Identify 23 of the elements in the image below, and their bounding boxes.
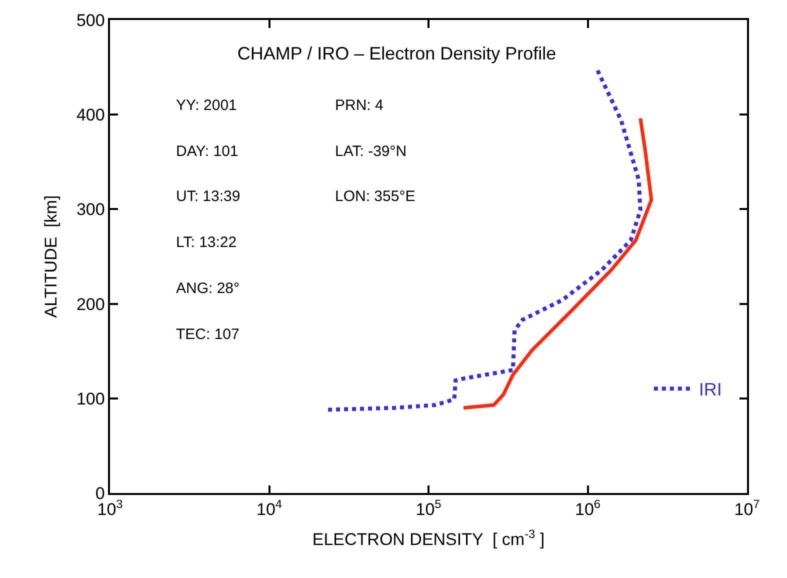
annotation: DAY: 101 bbox=[176, 143, 238, 160]
y-axis-title: ALTITUDE [km] bbox=[42, 195, 61, 318]
y-tick-label: 300 bbox=[76, 200, 105, 220]
x-tick-label: 10$^{6}$ bbox=[574, 497, 601, 520]
legend-label: IRI bbox=[698, 380, 722, 400]
x-tick-label: 10$^{5}$ bbox=[416, 497, 442, 520]
annotation: ANG: 28° bbox=[176, 280, 240, 297]
annotation: TEC: 107 bbox=[176, 326, 240, 343]
annotation: UT: 13:39 bbox=[176, 188, 240, 205]
y-tick-label: 400 bbox=[76, 106, 105, 125]
annotation: LON: 355°E bbox=[335, 188, 416, 205]
y-tick-label: 200 bbox=[76, 294, 105, 314]
y-tick-label: 500 bbox=[76, 10, 105, 30]
text: CHAMP / IRO – Electron Density Profile bbox=[237, 43, 556, 64]
y-tick-label: 100 bbox=[76, 389, 105, 408]
x-tick-label: 10$^{7}$ bbox=[734, 497, 760, 520]
x-tick-label: 10$^{4}$ bbox=[256, 497, 282, 520]
annotation: PRN: 4 bbox=[335, 97, 384, 114]
x-axis-title: ELECTRON DENSITY [ cm$^{-3}$ ] bbox=[312, 526, 545, 550]
annotation: YY: 2001 bbox=[176, 97, 237, 114]
annotation: LAT: -39°N bbox=[335, 143, 407, 160]
y-tick-label: 0 bbox=[95, 484, 105, 503]
annotation: LT: 13:22 bbox=[176, 234, 237, 251]
